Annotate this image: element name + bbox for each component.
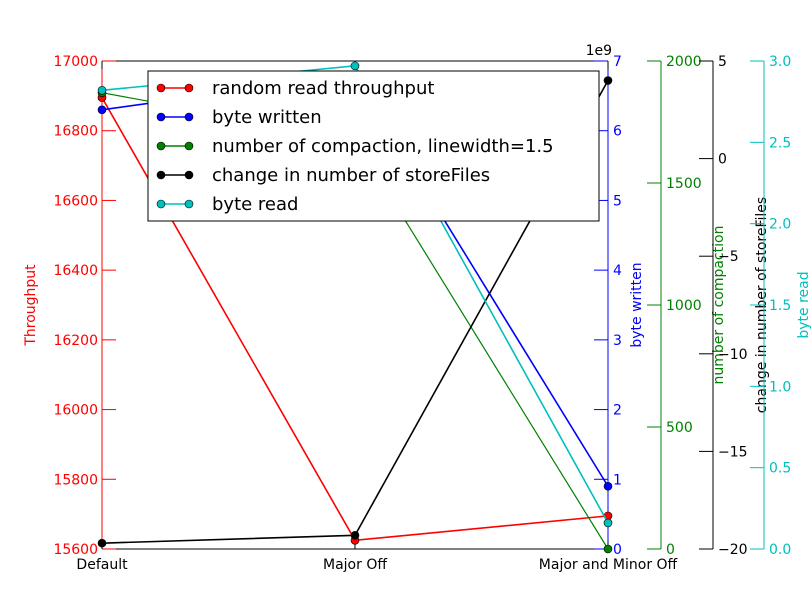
storefiles-tick-label: 5: [718, 54, 727, 70]
compaction-tick-label: 2000: [666, 54, 702, 70]
data-point-byte_read: [97, 85, 107, 95]
byte_written-tick-label: 5: [613, 193, 622, 209]
throughput-tick-label: 16000: [53, 403, 98, 419]
legend-swatch-marker: [184, 83, 194, 93]
compaction-tick-label: 500: [666, 420, 693, 436]
throughput-tick-label: 16200: [53, 333, 98, 349]
storefiles-tick-label: −10: [718, 347, 748, 363]
byte_written-offset-text: 1e9: [586, 43, 612, 59]
data-point-compaction: [603, 544, 613, 554]
legend-entry-label: random read throughput: [212, 78, 434, 99]
byte_written-tick-label: 0: [613, 542, 622, 558]
x-tick-label: Major Off: [323, 557, 387, 573]
byte_read-tick-label: 2.5: [769, 135, 791, 151]
byte_written-tick-label: 3: [613, 333, 622, 349]
compaction-tick-label: 0: [666, 542, 675, 558]
legend-swatch-marker: [184, 141, 194, 151]
byte_read-tick-label: 3.0: [769, 54, 791, 70]
data-point-storefiles: [603, 76, 613, 85]
legend-swatch-marker: [156, 83, 166, 93]
byte_written-tick-label: 4: [613, 263, 622, 279]
byte_written-axis-label: byte written: [629, 262, 645, 347]
storefiles-tick-label: −20: [718, 542, 748, 558]
throughput-tick-label: 16800: [53, 124, 98, 140]
data-point-byte_written: [97, 105, 107, 115]
legend: random read throughput byte written number…: [147, 70, 600, 222]
legend-swatch-marker: [184, 170, 194, 180]
compaction-tick-label: 1000: [666, 298, 702, 314]
data-point-storefiles: [350, 531, 360, 540]
legend-box: [147, 70, 600, 222]
byte_read-tick-label: 0.0: [769, 542, 791, 558]
byte_read-tick-label: 0.5: [769, 461, 791, 477]
storefiles-tick-label: 0: [718, 152, 727, 168]
legend-swatch-marker: [156, 112, 166, 122]
byte_read-tick-label: 1.5: [769, 298, 791, 314]
byte_written-tick-label: 6: [613, 124, 622, 140]
legend-entry-label: byte read: [212, 194, 298, 215]
throughput-axis-label: Throughput: [23, 264, 39, 347]
legend-swatch-marker: [184, 112, 194, 122]
compaction-axis-label: number of compaction: [711, 226, 727, 385]
legend-swatch-marker: [156, 170, 166, 180]
data-point-byte_read: [350, 61, 360, 71]
legend-entry-label: byte written: [212, 107, 322, 128]
legend-swatch-marker: [156, 141, 166, 151]
x-tick-label: Default: [76, 557, 128, 573]
throughput-tick-label: 16400: [53, 263, 98, 279]
storefiles-tick-label: −15: [718, 444, 748, 460]
throughput-tick-label: 17000: [53, 54, 98, 70]
throughput-tick-label: 16600: [53, 193, 98, 209]
data-point-byte_written: [603, 481, 613, 491]
throughput-tick-label: 15800: [53, 472, 98, 488]
legend-swatch-marker: [156, 199, 166, 209]
legend-entry-label: number of compaction, linewidth=1.5: [212, 136, 554, 157]
legend-entry-label: change in number of storeFiles: [212, 165, 490, 186]
byte_read-tick-label: 1.0: [769, 379, 791, 395]
byte_read-tick-label: 2.0: [769, 217, 791, 233]
axes-layer: 1560015800160001620016400166001680017000…: [23, 43, 812, 573]
storefiles-tick-label: −5: [718, 249, 739, 265]
x-tick-label: Major and Minor Off: [539, 557, 678, 573]
byte_read-axis-label: byte read: [796, 271, 812, 338]
byte_written-tick-label: 2: [613, 403, 622, 419]
byte_written-tick-label: 1: [613, 472, 622, 488]
data-point-storefiles: [97, 538, 107, 548]
byte_written-tick-label: 7: [613, 54, 622, 70]
data-point-byte_read: [603, 518, 613, 528]
compaction-tick-label: 1500: [666, 176, 702, 192]
throughput-tick-label: 15600: [53, 542, 98, 558]
legend-swatch-marker: [184, 199, 194, 209]
